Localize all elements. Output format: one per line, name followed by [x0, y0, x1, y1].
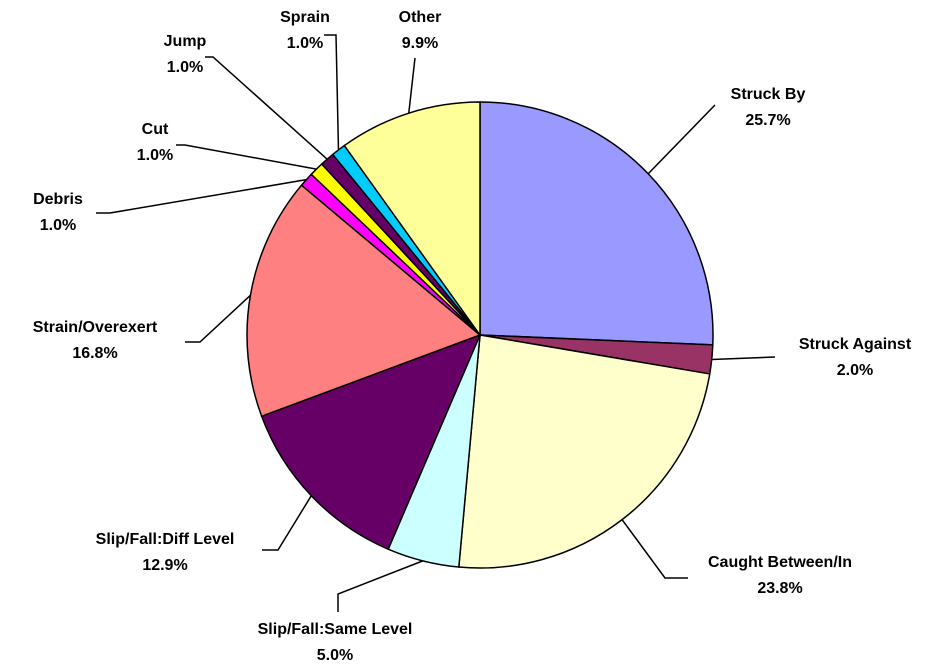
slice-label: Jump — [164, 33, 207, 50]
pie-slice — [246, 184, 482, 418]
leader-line — [205, 56, 328, 160]
slice-label: Struck By — [731, 86, 806, 103]
value-label: 1.0% — [40, 217, 76, 234]
slice-label: Strain/Overexert — [33, 319, 158, 336]
slice-label: Cut — [142, 121, 169, 138]
leader-line — [621, 519, 688, 579]
slice-label: Slip/Fall:Same Level — [258, 621, 413, 638]
pie-slice — [479, 101, 714, 346]
value-label: 5.0% — [317, 647, 353, 664]
value-label: 16.8% — [72, 345, 117, 362]
value-label: 1.0% — [137, 147, 173, 164]
value-label: 12.9% — [142, 557, 187, 574]
pie-slice — [458, 334, 711, 569]
leader-line — [711, 356, 776, 361]
slice-label: Struck Against — [799, 336, 912, 353]
leader-line — [262, 495, 312, 551]
leader-line — [324, 34, 340, 150]
slice-label: Debris — [33, 191, 83, 208]
leader-line — [96, 178, 307, 214]
value-label: 1.0% — [167, 59, 203, 76]
value-label: 2.0% — [837, 362, 873, 379]
leader-line — [176, 144, 317, 170]
leader-line — [337, 560, 424, 612]
pie-slice — [343, 101, 481, 338]
slice-label: Caught Between/In — [708, 554, 852, 571]
slice-label: Slip/Fall:Diff Level — [96, 531, 235, 548]
value-label: 9.9% — [402, 35, 438, 52]
value-label: 23.8% — [757, 580, 802, 597]
leader-line — [408, 57, 416, 114]
value-label: 1.0% — [287, 35, 323, 52]
value-label: 25.7% — [745, 112, 790, 129]
slice-label: Sprain — [280, 9, 330, 26]
leader-line — [185, 294, 251, 343]
slice-label: Other — [399, 9, 442, 26]
pie-slice — [260, 333, 482, 551]
leader-line — [647, 104, 716, 175]
